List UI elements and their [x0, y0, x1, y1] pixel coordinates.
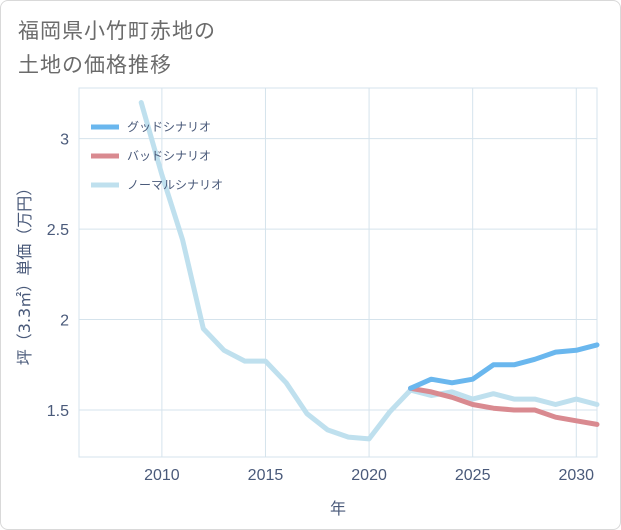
y-tick-label: 3	[60, 132, 69, 149]
series-line-normal	[138, 100, 600, 442]
legend-label: ノーマルシナリオ	[127, 178, 223, 192]
plot-area	[78, 87, 598, 458]
x-tick-label: 2020	[351, 467, 387, 484]
chart-title-line2: 土地の価格推移	[18, 53, 172, 77]
y-tick-label: 2.5	[47, 222, 69, 239]
series-layer	[138, 100, 600, 442]
y-tick-label: 2	[60, 313, 69, 330]
x-tick-label: 2015	[248, 467, 284, 484]
series-line-bad	[408, 385, 600, 427]
y-tick-label: 1.5	[47, 403, 69, 420]
grid-lines	[78, 87, 598, 458]
x-tick-label: 2010	[144, 467, 180, 484]
chart-title-line1: 福岡県小竹町赤地の	[18, 19, 216, 43]
legend-label: バッドシナリオ	[127, 149, 211, 163]
x-axis-title: 年	[330, 499, 346, 518]
x-tick-label: 2030	[558, 467, 594, 484]
series-line-good	[408, 342, 600, 391]
tick-labels: 2010 2015 2020 2025 2030 1.5 2 2.5 3	[47, 132, 594, 484]
x-tick-label: 2025	[455, 467, 491, 484]
y-axis-title: 坪（3.3㎡）単価（万円）	[15, 180, 34, 365]
legend-label: グッドシナリオ	[127, 120, 211, 134]
chart-title: 福岡県小竹町赤地の 土地の価格推移	[18, 14, 216, 82]
